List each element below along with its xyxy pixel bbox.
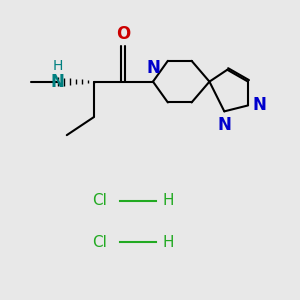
Text: N: N (253, 96, 266, 114)
Text: N: N (218, 116, 231, 134)
Text: Cl: Cl (92, 193, 107, 208)
Text: H: H (53, 59, 63, 73)
Text: H: H (162, 193, 174, 208)
Text: O: O (116, 25, 130, 43)
Text: H: H (162, 235, 174, 250)
Text: N: N (51, 73, 65, 91)
Text: Cl: Cl (92, 235, 107, 250)
Text: N: N (146, 59, 160, 77)
